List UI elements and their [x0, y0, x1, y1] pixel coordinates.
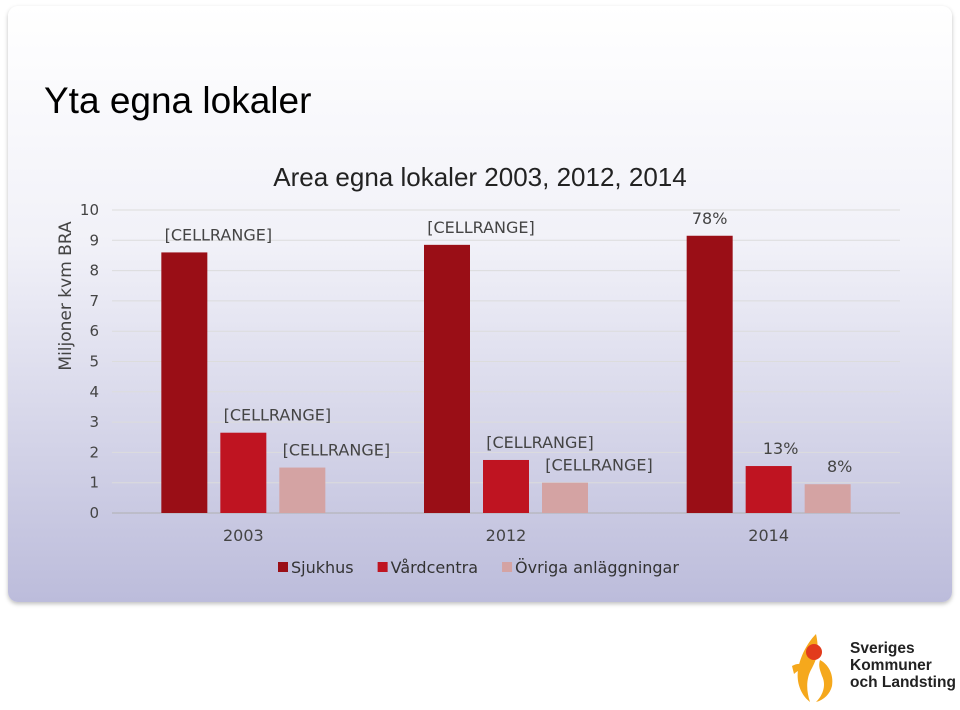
y-tick-label: 6	[89, 322, 99, 340]
bar--vriga-anl-ggningar-2003	[279, 467, 326, 513]
gridlines	[112, 209, 900, 514]
y-tick-label: 1	[89, 474, 99, 492]
data-label: 13%	[763, 439, 799, 458]
slide-title: Yta egna lokaler	[44, 80, 312, 121]
logo-line-1: Sveriges	[850, 640, 915, 657]
x-tick-label: 2003	[223, 526, 264, 545]
x-tick-labels: 2003 2012 2014	[223, 526, 789, 545]
legend: Sjukhus Vårdcentra Övriga anläggningar	[278, 558, 679, 577]
y-tick-label: 9	[89, 231, 99, 249]
legend-swatch	[502, 562, 513, 572]
bar-chart: Area egna lokaler 2003, 2012, 2014 Miljo…	[56, 162, 900, 577]
data-label: [CELLRANGE]	[486, 433, 593, 452]
legend-swatch	[377, 562, 388, 572]
data-labels: [CELLRANGE] [CELLRANGE] [CELLRANGE] [CELLRA…	[165, 209, 853, 476]
y-tick-label: 7	[89, 292, 99, 310]
data-label: [CELLRANGE]	[427, 218, 534, 237]
y-tick-label: 10	[80, 201, 99, 219]
y-tick-label: 5	[89, 353, 99, 371]
y-tick-label: 2	[89, 443, 99, 461]
data-label: [CELLRANGE]	[283, 441, 390, 460]
bar--vriga-anl-ggningar-2012	[542, 482, 588, 513]
logo-line-3: och Landsting	[850, 674, 956, 691]
bar-sjukhus-2014	[686, 235, 733, 513]
x-tick-label: 2014	[748, 526, 789, 545]
bar--vriga-anl-ggningar-2014	[804, 484, 851, 513]
bar-sjukhus-2003	[161, 252, 208, 514]
bar-v-rdcentra-2012	[483, 459, 529, 513]
chart-title: Area egna lokaler 2003, 2012, 2014	[273, 162, 686, 192]
legend-label: Övriga anläggningar	[515, 558, 679, 577]
y-tick-label: 0	[89, 504, 99, 522]
bar-v-rdcentra-2003	[220, 432, 267, 513]
data-label: [CELLRANGE]	[224, 406, 331, 425]
logo-figure-icon	[792, 634, 833, 702]
legend-label: Sjukhus	[291, 558, 354, 577]
y-tick-label: 4	[89, 383, 99, 401]
data-label: 78%	[692, 209, 728, 228]
y-tick-label: 3	[89, 413, 99, 431]
y-tick-labels: 0 1 2 3 4 5 6 7 8 9 10	[80, 201, 99, 522]
skl-logo: Sveriges Kommuner och Landsting	[786, 630, 956, 704]
y-tick-label: 8	[89, 262, 99, 280]
bar-v-rdcentra-2014	[745, 466, 792, 513]
legend-swatch	[278, 562, 288, 572]
bar-sjukhus-2012	[424, 244, 470, 513]
data-label: [CELLRANGE]	[165, 225, 272, 244]
x-tick-label: 2012	[486, 526, 527, 545]
legend-label: Vårdcentra	[391, 558, 478, 577]
bars	[161, 235, 851, 514]
data-label: 8%	[827, 457, 852, 476]
data-label: [CELLRANGE]	[545, 456, 652, 475]
y-axis-label: Miljoner kvm BRA	[56, 221, 76, 371]
logo-line-2: Kommuner	[850, 657, 932, 674]
